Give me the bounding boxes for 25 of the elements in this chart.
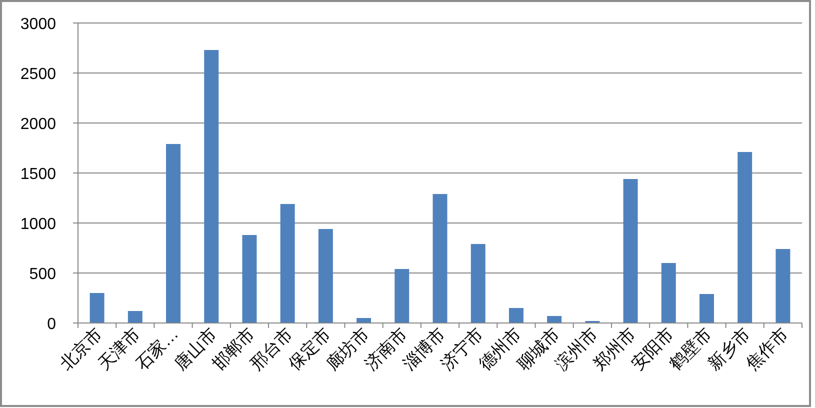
bar <box>204 50 219 323</box>
bar <box>166 144 181 323</box>
y-tick-label: 500 <box>29 266 56 283</box>
bar <box>242 235 257 323</box>
bar <box>699 294 714 323</box>
y-tick-label: 2500 <box>20 66 56 83</box>
y-tick-label: 3000 <box>20 16 56 33</box>
bar <box>547 316 562 323</box>
y-tick-label: 0 <box>47 316 56 333</box>
y-tick-label: 1000 <box>20 216 56 233</box>
bar <box>356 318 372 323</box>
bar <box>738 152 752 323</box>
bar <box>508 308 524 323</box>
bar <box>128 311 142 323</box>
bar <box>776 249 790 323</box>
y-tick-label: 1500 <box>20 166 56 183</box>
bar <box>432 194 448 323</box>
bar <box>470 244 486 323</box>
bar <box>90 293 104 323</box>
bar <box>661 263 676 323</box>
bar <box>318 229 333 323</box>
bar <box>623 179 638 323</box>
y-tick-label: 2000 <box>20 116 56 133</box>
bar <box>280 204 295 323</box>
bar <box>394 269 410 323</box>
